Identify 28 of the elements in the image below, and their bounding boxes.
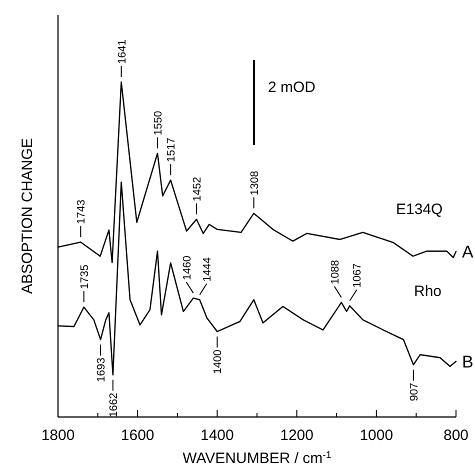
annotation: 1460	[181, 256, 194, 280]
x-axis-title: WAVENUMBER / cm$^{-1}$	[182, 450, 332, 467]
series-label: A	[462, 242, 474, 262]
annotation: 1550	[152, 110, 164, 136]
annotation: 1444	[202, 257, 214, 282]
annotation: 907	[408, 382, 420, 402]
annotation: 1662	[108, 392, 120, 418]
x-tick-label: 1000	[360, 427, 394, 444]
annotation: 1308	[248, 170, 261, 196]
x-tick-label: 1200	[280, 427, 314, 444]
annotation: 1517	[166, 138, 178, 162]
annotation: 1743	[76, 200, 88, 224]
y-axis-title: ABSOPTION CHANGE	[19, 138, 36, 294]
x-tick-label: 1400	[200, 427, 234, 444]
annotation: 1693	[96, 358, 108, 382]
annotation: 1067	[352, 263, 364, 288]
x-tick-label: 1800	[41, 427, 75, 444]
annotation: 1735	[78, 264, 91, 290]
x-tick-label: 800	[443, 427, 469, 444]
annotation: 2 mOD	[268, 79, 316, 96]
series-label: B	[462, 352, 474, 372]
annotation: 1641	[116, 40, 128, 64]
annotation: E134Q	[396, 201, 443, 218]
x-tick-label: 1600	[120, 427, 154, 444]
annotation: 1400	[212, 350, 224, 374]
annotation: 1088	[329, 260, 342, 284]
annotation: Rho	[414, 283, 442, 300]
annotation: 1452	[192, 176, 204, 202]
